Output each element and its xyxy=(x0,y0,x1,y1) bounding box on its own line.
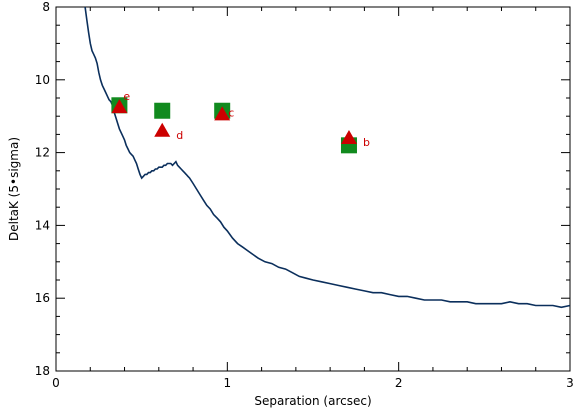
plot-frame xyxy=(55,6,571,372)
triangle-marker xyxy=(111,99,128,114)
x-tick-label: 2 xyxy=(395,376,403,390)
y-tick-label: 12 xyxy=(35,146,50,160)
point-label: e xyxy=(123,90,130,103)
y-tick-label: 8 xyxy=(42,0,50,14)
y-tick-label: 16 xyxy=(35,291,50,305)
square-marker xyxy=(154,102,171,119)
triangle-marker xyxy=(340,130,357,145)
contrast-curve-line xyxy=(84,6,571,309)
x-tick-label: 0 xyxy=(52,376,60,390)
point-label: c xyxy=(228,106,234,119)
y-tick-label: 10 xyxy=(35,73,50,87)
point-label: d xyxy=(176,129,183,142)
data-markers: e d c b xyxy=(111,90,370,154)
triangle-marker xyxy=(154,122,171,137)
y-tick-label: 14 xyxy=(35,218,50,232)
x-axis-title: Separation (arcsec) xyxy=(254,394,371,408)
y-tick-label: 18 xyxy=(35,364,50,378)
x-tick-label: 1 xyxy=(224,376,232,390)
y-axis-title: DeltaK (5•sigma) xyxy=(7,137,21,241)
axis-ticks xyxy=(55,6,571,372)
x-tick-label: 3 xyxy=(566,376,574,390)
triangle-marker xyxy=(214,106,231,121)
point-label: b xyxy=(363,136,370,149)
